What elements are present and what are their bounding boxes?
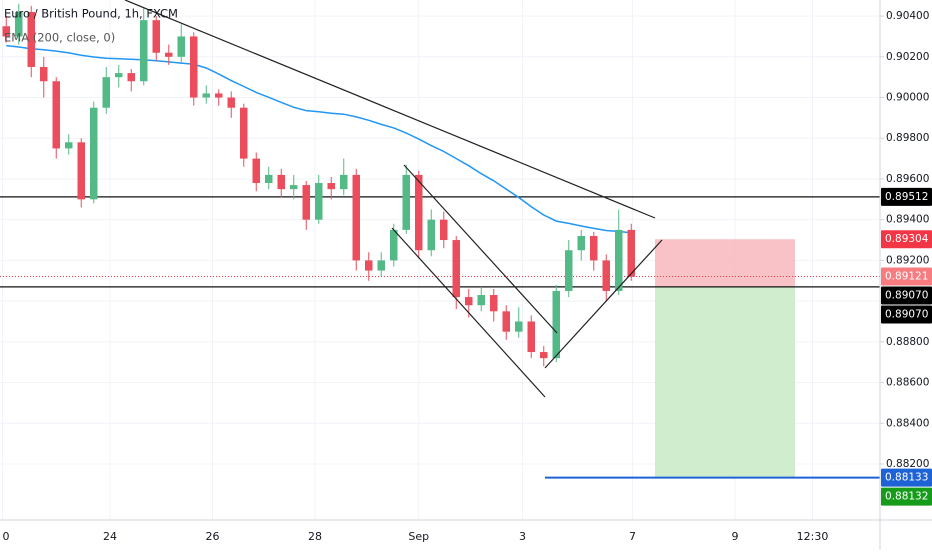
candle-body xyxy=(340,174,348,190)
price-label: 0.88133 xyxy=(885,472,928,484)
candle-body xyxy=(627,229,635,277)
price-label-bg xyxy=(881,305,932,324)
price-label-bg xyxy=(881,286,932,305)
x-tick-label: 3 xyxy=(519,530,526,543)
candle-body xyxy=(102,77,110,108)
stop-zone xyxy=(655,239,795,287)
candle-body xyxy=(152,20,160,53)
plot xyxy=(0,3,880,479)
candle-body xyxy=(527,321,535,353)
price-label: 0.89121 xyxy=(885,270,928,282)
candle-body xyxy=(465,297,473,306)
trend-line xyxy=(544,239,663,369)
candle-body xyxy=(452,240,460,298)
x-tick-label: 28 xyxy=(308,530,322,543)
price-label: 0.88132 xyxy=(885,491,928,503)
price-label: 0.89070 xyxy=(885,308,928,320)
y-tick-label: 0.90200 xyxy=(886,51,929,63)
x-tick-label: Sep xyxy=(408,530,429,543)
candle-body xyxy=(140,20,148,82)
candle-body xyxy=(202,93,210,98)
candle-body xyxy=(540,352,548,359)
candle-body xyxy=(177,36,185,57)
candle-body xyxy=(215,93,223,98)
candle-body xyxy=(165,52,173,57)
candle-body xyxy=(40,66,48,82)
x-tick-label: 9 xyxy=(732,530,739,543)
trend-line xyxy=(124,0,656,219)
y-tick-label: 0.88600 xyxy=(886,377,929,389)
price-label: 0.89070 xyxy=(885,289,928,301)
x-tick-label: 7 xyxy=(629,530,636,543)
x-tick-label: 24 xyxy=(103,530,117,543)
y-tick-label: 0.89800 xyxy=(886,132,929,144)
candle-body xyxy=(190,36,198,98)
candle-body xyxy=(427,219,435,251)
candle-body xyxy=(490,295,498,312)
price-label: 0.89304 xyxy=(885,233,929,245)
candle-body xyxy=(502,311,510,332)
candle-body xyxy=(277,174,285,190)
indicator-label: EMA (200, close, 0) xyxy=(4,31,115,45)
x-tick-label: 0 xyxy=(3,530,10,543)
candle-body xyxy=(390,229,398,261)
target-zone xyxy=(655,286,795,478)
candle-body xyxy=(127,73,135,82)
candle-body xyxy=(415,174,423,251)
candle-body xyxy=(327,183,335,190)
price-label-bg xyxy=(881,267,932,286)
y-tick-label: 0.88800 xyxy=(886,336,929,348)
candle-body xyxy=(602,260,610,291)
candle-body xyxy=(227,97,235,108)
candle-body xyxy=(52,81,60,149)
candle-body xyxy=(515,321,523,332)
channel-line xyxy=(391,227,546,398)
drawings xyxy=(124,0,663,398)
candle-body xyxy=(352,174,360,261)
x-tick-label: 12:30 xyxy=(797,530,829,543)
candle-body xyxy=(115,73,123,78)
candle-body xyxy=(15,12,23,37)
y-tick-label: 0.90400 xyxy=(886,10,929,22)
candle-body xyxy=(302,185,310,220)
candle-body xyxy=(365,260,373,271)
price-label-bg xyxy=(881,468,932,487)
y-tick-label: 0.89600 xyxy=(886,173,929,185)
chart-title: Euro / British Pound, 1h, FXCM xyxy=(4,7,178,21)
channel-line xyxy=(403,164,558,334)
candle-body xyxy=(27,12,35,67)
y-tick-label: 0.89200 xyxy=(886,254,929,266)
candle-body xyxy=(477,295,485,306)
y-tick-label: 0.88200 xyxy=(886,458,929,470)
candle-body xyxy=(377,260,385,271)
candle-body xyxy=(65,142,73,149)
candle-body xyxy=(590,235,598,261)
candle-body xyxy=(315,183,323,220)
y-tick-label: 0.90000 xyxy=(886,92,929,104)
price-label-bg xyxy=(881,230,932,249)
candle-body xyxy=(252,158,260,184)
candle-body xyxy=(565,250,573,291)
candle-body xyxy=(290,185,298,190)
candle-body xyxy=(90,107,98,200)
candle-body xyxy=(402,174,410,230)
ema-line xyxy=(6,44,632,234)
candle-body xyxy=(2,26,10,37)
candle-body xyxy=(77,142,85,200)
x-tick-label: 26 xyxy=(206,530,220,543)
candle-body xyxy=(615,229,623,291)
candle-body xyxy=(577,235,585,251)
candle-body xyxy=(240,107,248,159)
price-label: 0.89512 xyxy=(885,191,928,203)
candle-body xyxy=(265,174,273,184)
y-tick-label: 0.89400 xyxy=(886,214,929,226)
y-tick-label: 0.88400 xyxy=(886,417,929,429)
price-label-bg xyxy=(881,187,932,206)
price-label-bg xyxy=(881,487,932,506)
candle-body xyxy=(440,219,448,241)
candle-body xyxy=(552,290,560,359)
